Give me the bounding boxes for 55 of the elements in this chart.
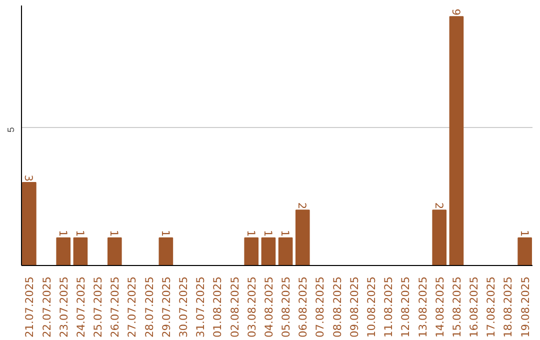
- bar: [73, 237, 88, 266]
- x-tick-label: 19.08.2025: [518, 276, 532, 338]
- x-tick-label: 11.08.2025: [382, 276, 396, 338]
- data-label: 1: [158, 230, 172, 237]
- x-tick-label: 08.08.2025: [330, 276, 344, 338]
- bar: [432, 210, 447, 266]
- bar: [22, 182, 36, 266]
- data-label: 1: [56, 230, 70, 237]
- data-label: 9: [449, 8, 462, 16]
- x-tick-label: 06.08.2025: [296, 276, 310, 338]
- bar: [278, 237, 293, 266]
- data-label: 1: [244, 230, 258, 237]
- bar: [261, 237, 276, 266]
- bar: [518, 237, 532, 266]
- bar: [244, 237, 259, 266]
- x-tick-label: 21.07.2025: [23, 276, 36, 338]
- data-label: 1: [518, 230, 531, 237]
- x-tick-label: 15.08.2025: [450, 276, 464, 338]
- data-label: 1: [261, 230, 274, 237]
- bar: [158, 237, 174, 266]
- x-tick-label: 07.08.2025: [314, 276, 327, 338]
- x-tick-label: 09.08.2025: [348, 276, 361, 338]
- x-tick-label: 26.07.2025: [108, 276, 122, 338]
- bar: [449, 16, 464, 266]
- data-label: 1: [108, 230, 121, 237]
- x-tick-label: 01.08.2025: [211, 276, 224, 338]
- x-tick-label: 13.08.2025: [416, 276, 430, 338]
- x-tick-label: 22.07.2025: [40, 276, 54, 338]
- x-tick-label: 18.08.2025: [502, 276, 515, 338]
- x-tick-label: 29.07.2025: [160, 276, 173, 338]
- x-tick-label: 16.08.2025: [468, 276, 481, 338]
- data-label: 1: [73, 230, 86, 237]
- x-tick-label: 17.08.2025: [484, 276, 498, 338]
- x-tick-label: 27.07.2025: [126, 276, 139, 338]
- data-label: 1: [278, 230, 292, 237]
- x-tick-label: 10.08.2025: [364, 276, 378, 338]
- data-label: 3: [22, 174, 36, 182]
- bar: [56, 237, 71, 266]
- x-tick-label: 31.07.2025: [194, 276, 208, 338]
- bar: [295, 210, 310, 266]
- x-tick-label: 02.08.2025: [228, 276, 242, 338]
- x-tick-label: 14.08.2025: [433, 276, 446, 338]
- x-tick-label: 04.08.2025: [262, 276, 276, 338]
- data-label: 2: [296, 202, 309, 210]
- x-tick-label: 25.07.2025: [92, 276, 105, 338]
- x-tick-label: 12.08.2025: [399, 276, 412, 338]
- x-tick-label: 03.08.2025: [245, 276, 258, 338]
- x-tick-label: 05.08.2025: [280, 276, 293, 338]
- x-tick-label: 30.07.2025: [177, 276, 190, 338]
- x-tick-label: 23.07.2025: [57, 276, 70, 338]
- bar: [107, 237, 122, 266]
- data-label: 2: [432, 202, 446, 210]
- y-tick-label: 5: [6, 127, 16, 132]
- x-tick-label: 28.07.2025: [142, 276, 156, 338]
- x-tick-label: 24.07.2025: [74, 276, 88, 338]
